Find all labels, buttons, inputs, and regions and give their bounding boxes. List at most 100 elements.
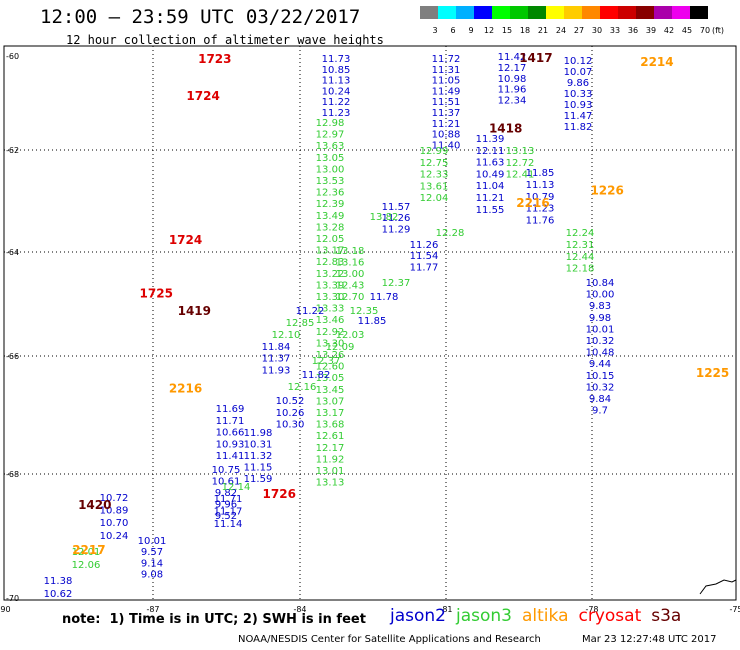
swh-value: 11.47: [564, 111, 593, 122]
swh-value: 12.61: [316, 431, 345, 442]
page-subtitle: 12 hour collection of altimeter wave hei…: [66, 33, 384, 47]
swh-value: 11.15: [244, 463, 273, 474]
swh-value: 10.62: [44, 589, 73, 600]
scale-bin: [654, 6, 672, 19]
swh-value: 10.26: [276, 408, 305, 419]
pass-time-label: 2217: [72, 543, 105, 557]
pass-time-label: 1418: [489, 122, 522, 136]
swh-value: 9.14: [141, 558, 163, 569]
scale-label: 12: [484, 26, 494, 35]
swh-value: 10.98: [498, 74, 527, 85]
swh-value: 10.52: [276, 396, 305, 407]
pass-time-label: 1420: [78, 498, 111, 512]
swh-value: 11.57: [382, 202, 411, 213]
scale-label: 39: [646, 26, 656, 35]
scale-bin: [438, 6, 456, 19]
swh-value: 10.01: [138, 536, 167, 547]
scale-bin: [690, 6, 708, 19]
scale-label: 27: [574, 26, 584, 35]
scale-unit: (ft): [712, 26, 724, 35]
swh-value: 12.14: [222, 482, 251, 493]
scale-label: 18: [520, 26, 530, 35]
swh-value: 11.39: [476, 134, 505, 145]
swh-value: 12.97: [316, 130, 345, 141]
scale-bin: [510, 6, 528, 19]
swh-value: 11.41: [216, 451, 245, 462]
swh-value: 11.76: [526, 216, 555, 227]
swh-value: 11.42: [498, 52, 527, 63]
scale-label: 70: [700, 26, 710, 35]
legend-item-s3a: s3a: [651, 606, 682, 626]
swh-value: 13.17: [316, 408, 345, 419]
swh-value: 11.13: [526, 180, 555, 191]
swh-value: 10.01: [586, 324, 615, 335]
swh-value: 9.96: [215, 500, 237, 511]
swh-value: 11.73: [322, 54, 351, 65]
swh-value: 12.75: [420, 158, 449, 169]
swh-value: 11.40: [432, 140, 461, 151]
scale-bin: [582, 6, 600, 19]
swh-value: 12.10: [272, 330, 301, 341]
swh-value: 12.72: [506, 158, 535, 169]
swh-value: 10.32: [586, 382, 615, 393]
lat-tick-label: -60: [6, 52, 19, 61]
swh-value: 13.18: [336, 246, 365, 257]
lat-tick-label: -70: [6, 594, 19, 603]
swh-value: 11.82: [564, 122, 593, 133]
map-frame: [3, 45, 737, 601]
scale-bin: [492, 6, 510, 19]
swh-value: 11.14: [214, 519, 243, 530]
swh-value: 13.28: [316, 222, 345, 233]
swh-value: 12.34: [498, 96, 527, 107]
scale-label: 36: [628, 26, 638, 35]
swh-value: 10.24: [322, 86, 351, 97]
swh-value: 9.08: [141, 570, 163, 581]
swh-value: 10.07: [564, 67, 593, 78]
swh-value: 12.28: [436, 228, 465, 239]
swh-value: 10.61: [212, 477, 241, 488]
swh-value: 10.89: [100, 506, 129, 517]
pass-time-label: 1723: [198, 52, 231, 66]
swh-value: 11.72: [432, 54, 461, 65]
swh-value: 11.32: [244, 451, 273, 462]
scale-label: 3: [432, 26, 437, 35]
note-text: note: 1) Time is in UTC; 2) SWH is in fe…: [62, 612, 366, 627]
swh-value: 11.96: [498, 85, 527, 96]
scale-bin: [564, 6, 582, 19]
scale-bin: [546, 6, 564, 19]
swh-value: 10.24: [100, 531, 129, 542]
credit-text: NOAA/NESDIS Center for Satellite Applica…: [238, 634, 541, 645]
swh-value: 12.16: [288, 382, 317, 393]
swh-value: 12.09: [326, 342, 355, 353]
lon-tick-label: -87: [146, 605, 159, 614]
swh-value: 9.86: [567, 78, 589, 89]
pass-time-label: 1417: [519, 51, 552, 65]
swh-value: 11.17: [214, 507, 243, 518]
lat-tick-label: -62: [6, 146, 19, 155]
swh-value: 13.53: [316, 176, 345, 187]
swh-value: 12.24: [566, 228, 595, 239]
page-title: 12:00 – 23:59 UTC 03/22/2017: [40, 6, 361, 28]
swh-value: 13.00: [336, 269, 365, 280]
pass-time-label: 1419: [178, 304, 211, 318]
swh-value: 11.82: [302, 370, 331, 381]
swh-value: 11.26: [382, 213, 411, 224]
scale-label: 33: [610, 26, 620, 35]
scale-bin: [636, 6, 654, 19]
swh-value: 9.52: [215, 511, 237, 522]
swh-value: 11.92: [316, 454, 345, 465]
swh-value: 10.79: [526, 192, 555, 203]
swh-value: 10.70: [100, 518, 129, 529]
lon-tick-label: -78: [585, 605, 598, 614]
legend-item-altika: altika: [522, 606, 569, 626]
swh-value: 12.05: [316, 234, 345, 245]
swh-value: 11.49: [432, 86, 461, 97]
swh-value: 11.85: [358, 316, 387, 327]
swh-value: 10.93: [564, 100, 593, 111]
swh-value: 9.82: [215, 488, 237, 499]
timestamp-text: Mar 23 12:27:48 UTC 2017: [582, 634, 717, 645]
pass-time-label: 1725: [140, 286, 173, 300]
swh-value: 13.17: [316, 246, 345, 257]
pass-time-label: 2216: [516, 196, 549, 210]
swh-value: 11.63: [476, 158, 505, 169]
